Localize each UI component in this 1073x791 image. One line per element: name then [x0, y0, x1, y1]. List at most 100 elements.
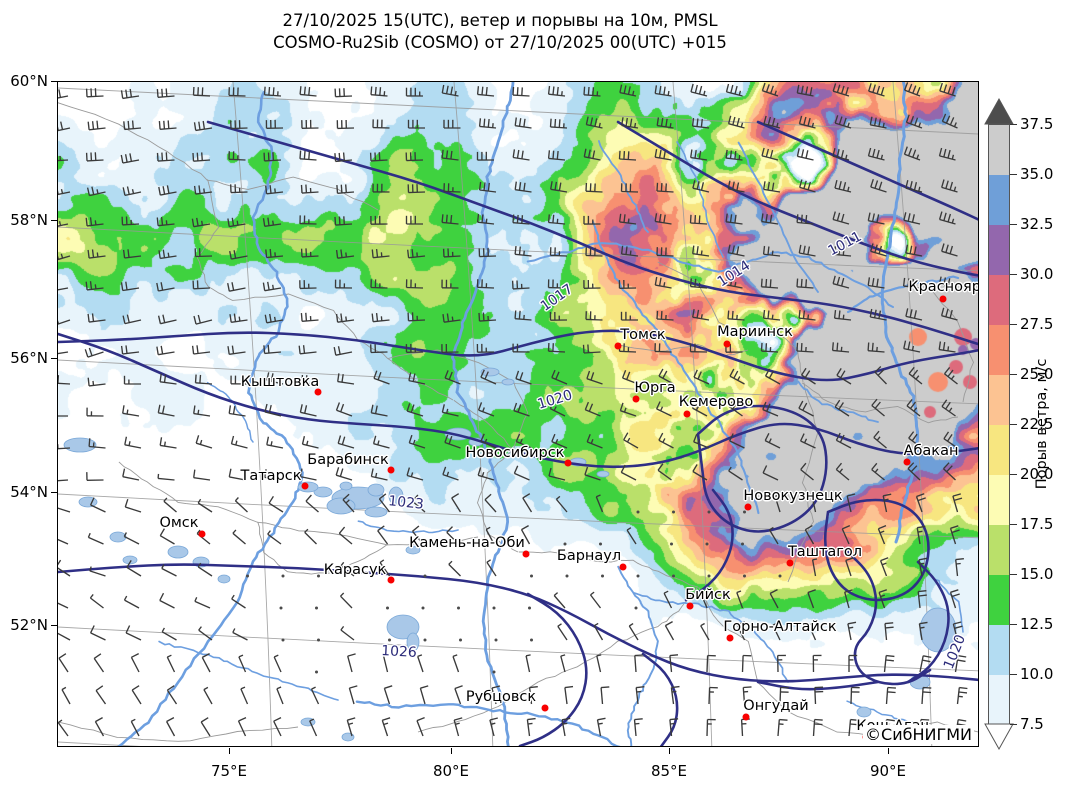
wind-barb — [902, 277, 921, 289]
wind-barb — [658, 368, 674, 385]
wind-barb — [727, 310, 745, 321]
wind-barb — [834, 115, 852, 129]
wind-barb — [159, 373, 177, 385]
wind-barb — [620, 245, 639, 257]
city-marker-dot[interactable] — [744, 503, 752, 511]
wind-barb — [381, 717, 391, 737]
wind-barb — [193, 120, 213, 132]
wind-barb — [952, 621, 963, 641]
wind-barb — [85, 152, 104, 162]
wind-barb — [941, 399, 956, 417]
wind-barb — [882, 493, 892, 513]
wind-barb — [941, 179, 958, 193]
wind-barb — [707, 510, 711, 514]
wind-barb — [672, 510, 675, 514]
wind-barb — [952, 493, 963, 513]
wind-barb — [728, 399, 743, 417]
wind-barb — [691, 400, 708, 417]
city-marker-dot[interactable] — [683, 410, 691, 418]
colorbar-tick — [1010, 274, 1017, 275]
wind-barb — [336, 119, 355, 130]
wind-barb — [370, 215, 388, 225]
city-marker-dot[interactable] — [614, 342, 622, 350]
wind-barb — [407, 249, 426, 259]
wind-barb — [779, 686, 789, 705]
wind-barb — [263, 344, 282, 355]
city-marker-dot[interactable] — [632, 395, 640, 403]
wind-barb — [921, 686, 932, 705]
wind-barb — [551, 369, 568, 385]
city-marker-dot[interactable] — [742, 713, 750, 721]
wind-barb — [446, 526, 459, 545]
wind-barb — [156, 152, 175, 162]
city-marker-dot[interactable] — [387, 576, 395, 584]
city-marker-dot[interactable] — [723, 340, 731, 348]
city-marker-dot[interactable] — [903, 458, 911, 466]
city-marker-dot[interactable] — [301, 482, 309, 490]
wind-barb — [58, 602, 69, 609]
city-marker-dot[interactable] — [198, 530, 206, 538]
wind-barb — [334, 216, 353, 226]
wind-barb — [619, 402, 637, 417]
wind-barb — [442, 248, 461, 258]
wind-barb — [869, 308, 887, 321]
wind-barb — [89, 625, 106, 641]
wind-barb — [444, 370, 461, 385]
wind-barb — [905, 308, 923, 321]
city-marker-dot[interactable] — [686, 602, 694, 610]
wind-barb — [192, 86, 211, 97]
city-marker-dot[interactable] — [314, 388, 322, 396]
city-marker-dot[interactable] — [939, 295, 947, 303]
wind-barb — [833, 310, 852, 321]
wind-barb — [634, 654, 644, 673]
wind-barb — [232, 529, 246, 545]
wind-barb — [777, 718, 788, 737]
wind-barb — [841, 524, 851, 545]
wind-barb — [736, 590, 744, 609]
wind-barb — [442, 313, 461, 323]
wind-barb — [939, 82, 956, 97]
wind-barb — [706, 654, 716, 673]
wind-barb — [905, 180, 923, 193]
city-marker-dot[interactable] — [726, 634, 734, 642]
wind-barb — [656, 182, 674, 193]
longitude-tick — [451, 748, 452, 754]
city-marker-dot[interactable] — [619, 563, 627, 571]
wind-barb — [156, 217, 175, 227]
wind-barb — [621, 370, 639, 385]
wind-barb — [512, 343, 530, 353]
city-marker-dot[interactable] — [522, 550, 530, 558]
wind-barb — [58, 287, 69, 291]
wind-barb — [58, 415, 68, 417]
wind-barb — [635, 686, 645, 705]
wind-barb — [743, 574, 746, 578]
wind-barb — [476, 86, 495, 97]
wind-barb — [626, 527, 637, 545]
city-marker-dot[interactable] — [387, 466, 395, 474]
city-marker-dot[interactable] — [786, 559, 794, 567]
wind-barb — [583, 279, 601, 289]
wind-barb — [335, 467, 353, 481]
wind-barb — [457, 606, 460, 610]
wind-barb — [772, 620, 781, 641]
wind-barb — [867, 212, 885, 225]
wind-barb — [370, 344, 388, 354]
colorbar-under-arrow — [984, 723, 1014, 750]
wind-barb — [267, 530, 282, 545]
wind-barb — [156, 345, 175, 356]
wind-barb — [442, 466, 459, 481]
wind-barb — [299, 280, 317, 290]
wind-barb — [811, 493, 821, 513]
wind-barb — [191, 345, 211, 355]
wind-barb — [561, 717, 571, 737]
wind-barb — [193, 185, 213, 195]
wind-barb — [123, 120, 142, 131]
city-label: Карасук — [323, 562, 387, 578]
city-marker-dot[interactable] — [541, 704, 549, 712]
wind-barb — [654, 148, 672, 161]
wind-barb — [371, 249, 390, 259]
city-marker-dot[interactable] — [564, 459, 572, 467]
wind-barb — [514, 246, 532, 257]
wind-barb — [555, 495, 568, 513]
